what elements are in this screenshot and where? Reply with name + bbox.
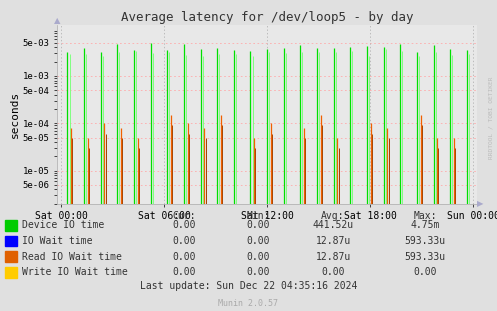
Text: IO Wait time: IO Wait time (22, 236, 93, 246)
Text: 4.75m: 4.75m (410, 220, 440, 230)
Text: 0.00: 0.00 (172, 252, 196, 262)
Text: 12.87u: 12.87u (316, 236, 350, 246)
Text: Device IO time: Device IO time (22, 220, 104, 230)
Text: 0.00: 0.00 (321, 267, 345, 277)
Text: 0.00: 0.00 (413, 267, 437, 277)
Text: 0.00: 0.00 (172, 267, 196, 277)
Text: 0.00: 0.00 (172, 220, 196, 230)
Text: 593.33u: 593.33u (405, 236, 445, 246)
Text: RRDTOOL / TOBI OETIKER: RRDTOOL / TOBI OETIKER (488, 77, 493, 160)
Text: 593.33u: 593.33u (405, 252, 445, 262)
Title: Average latency for /dev/loop5 - by day: Average latency for /dev/loop5 - by day (121, 11, 414, 24)
Y-axis label: seconds: seconds (10, 91, 20, 138)
Text: ▲: ▲ (54, 16, 61, 25)
Text: 0.00: 0.00 (247, 267, 270, 277)
Text: Min:: Min: (247, 211, 270, 221)
Text: 0.00: 0.00 (247, 252, 270, 262)
Text: ▶: ▶ (477, 199, 484, 208)
Text: 441.52u: 441.52u (313, 220, 353, 230)
Text: Read IO Wait time: Read IO Wait time (22, 252, 122, 262)
Text: 12.87u: 12.87u (316, 252, 350, 262)
Text: Cur:: Cur: (172, 211, 196, 221)
Text: Write IO Wait time: Write IO Wait time (22, 267, 128, 277)
Text: Avg:: Avg: (321, 211, 345, 221)
Text: 0.00: 0.00 (247, 236, 270, 246)
Text: Last update: Sun Dec 22 04:35:16 2024: Last update: Sun Dec 22 04:35:16 2024 (140, 281, 357, 291)
Text: Max:: Max: (413, 211, 437, 221)
Text: 0.00: 0.00 (172, 236, 196, 246)
Text: Munin 2.0.57: Munin 2.0.57 (219, 299, 278, 308)
Text: 0.00: 0.00 (247, 220, 270, 230)
